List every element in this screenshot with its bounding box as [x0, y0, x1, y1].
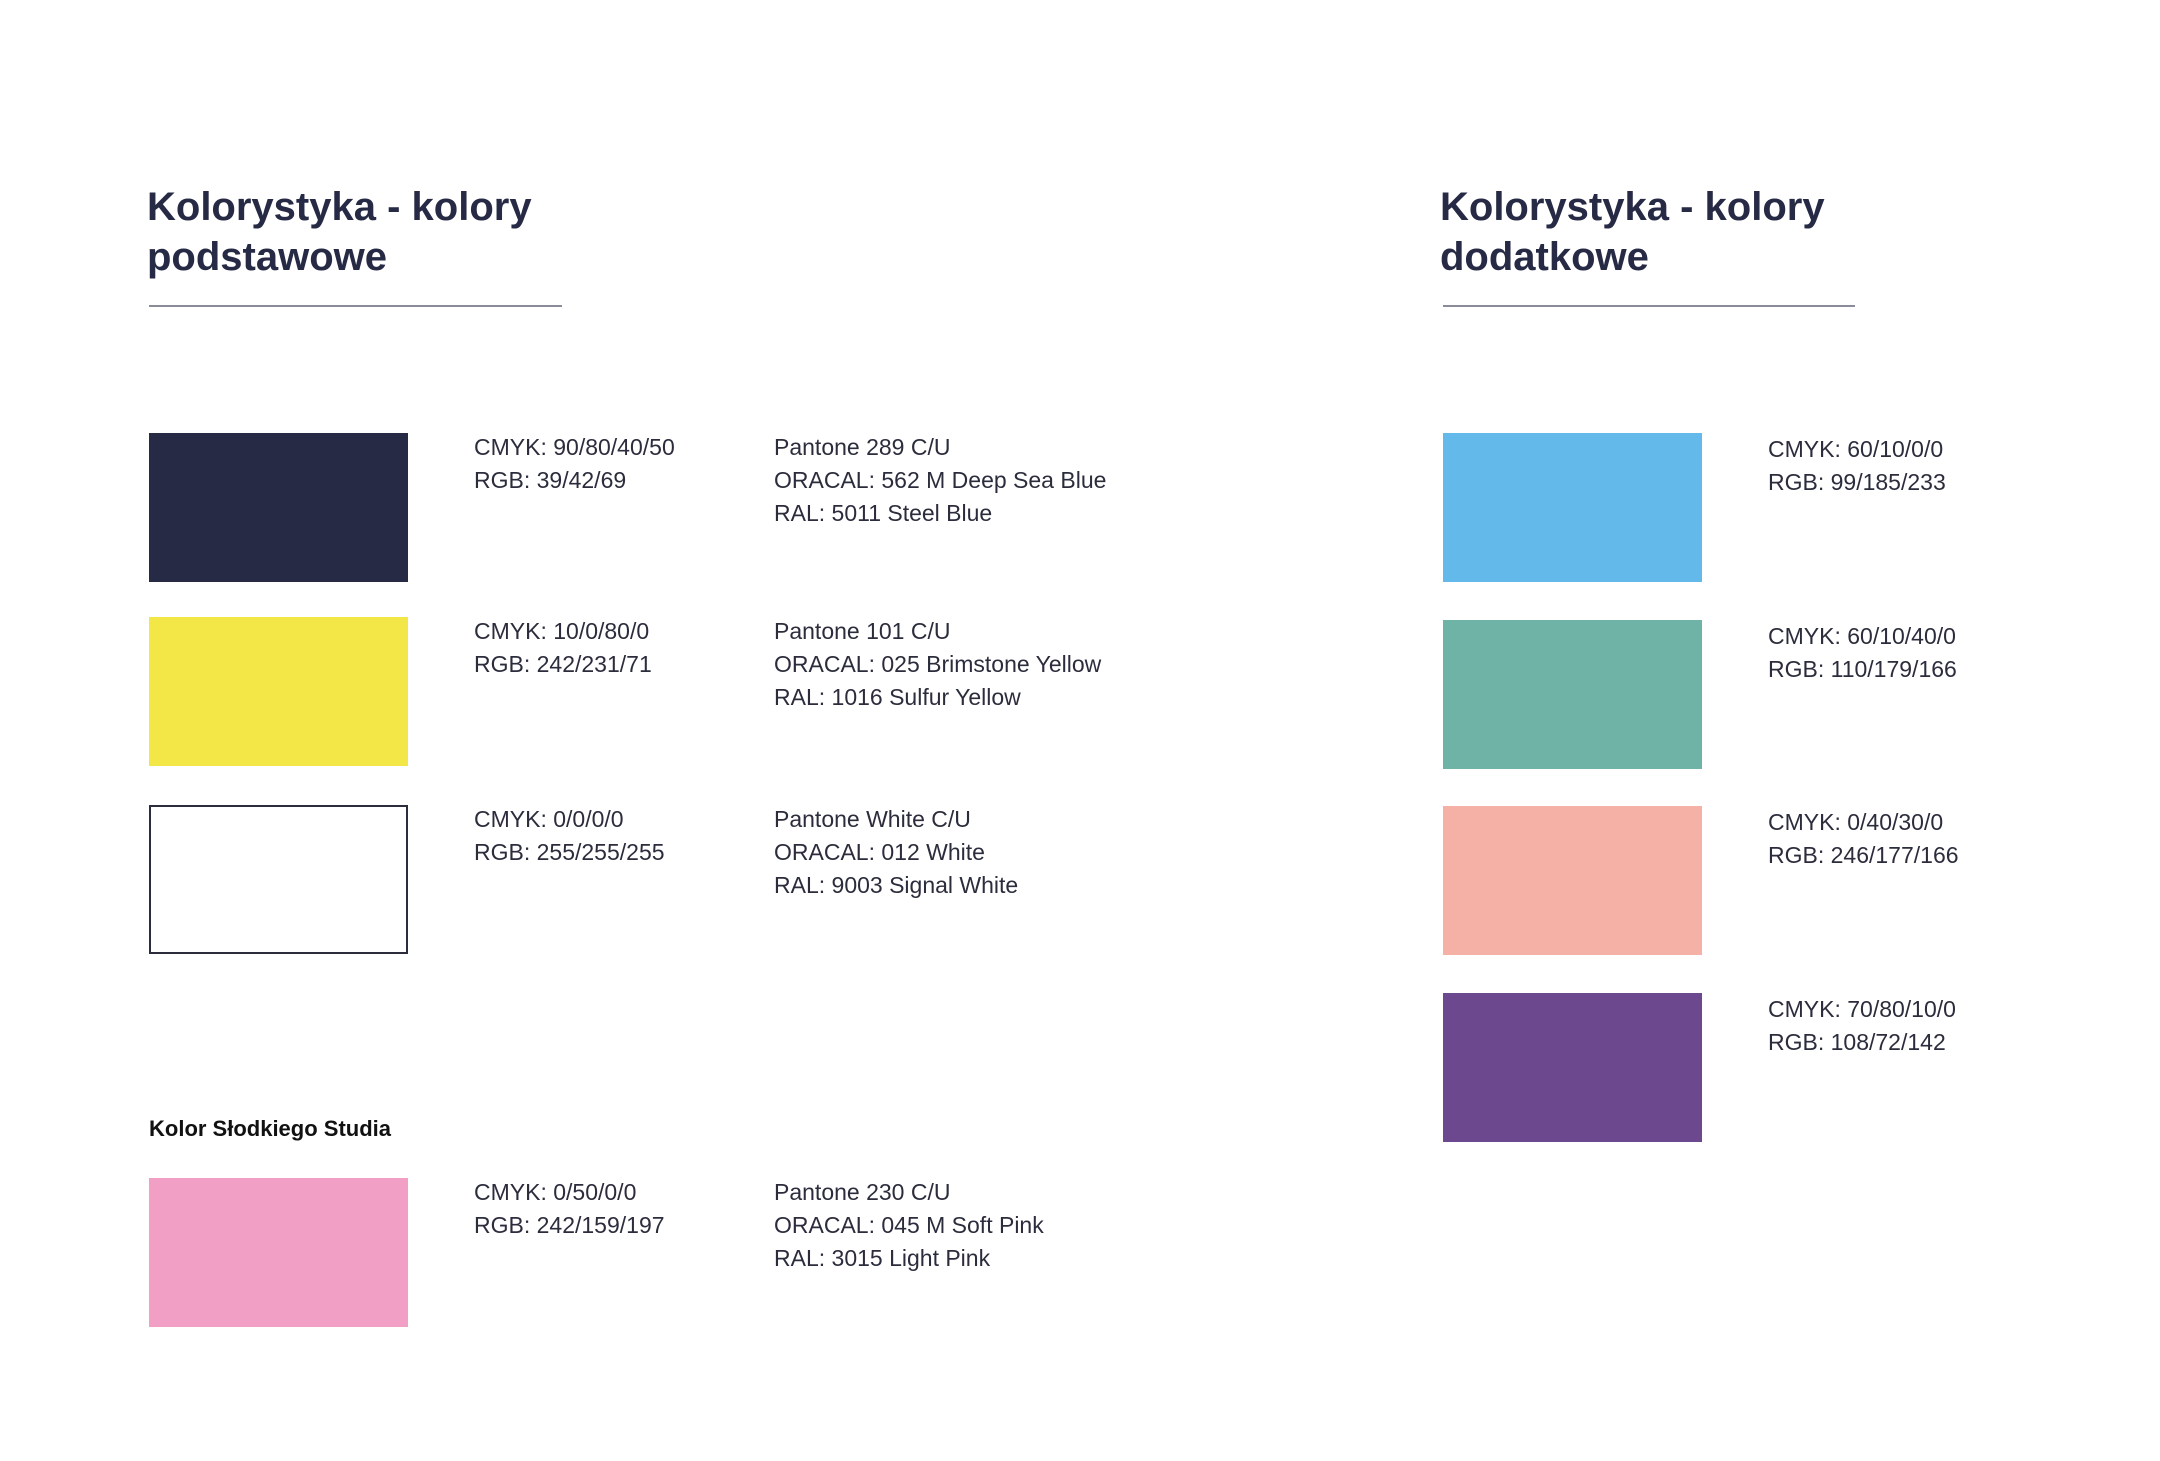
spec-line: RGB: 242/231/71: [474, 651, 652, 677]
color-swatch: [149, 617, 408, 766]
spec-line: RGB: 99/185/233: [1768, 469, 1946, 495]
color-spec: Pantone 289 C/U ORACAL: 562 M Deep Sea Bl…: [774, 431, 1106, 530]
spec-line: Pantone White C/U: [774, 806, 971, 832]
spec-line: CMYK: 60/10/40/0: [1768, 623, 1956, 649]
spec-line: RGB: 246/177/166: [1768, 842, 1959, 868]
spec-line: ORACAL: 045 M Soft Pink: [774, 1212, 1044, 1238]
spec-line: CMYK: 10/0/80/0: [474, 618, 650, 644]
spec-line: RGB: 255/255/255: [474, 839, 665, 865]
spec-line: ORACAL: 012 White: [774, 839, 985, 865]
spec-line: CMYK: 0/50/0/0: [474, 1179, 637, 1205]
spec-line: RGB: 242/159/197: [474, 1212, 665, 1238]
color-spec: Pantone White C/U ORACAL: 012 White RAL: 9…: [774, 803, 1018, 902]
color-spec: CMYK: 0/40/30/0 RGB: 246/177/166: [1768, 806, 1959, 872]
color-spec: CMYK: 60/10/0/0 RGB: 99/185/233: [1768, 433, 1946, 499]
color-swatch: [1443, 993, 1702, 1142]
spec-line: RGB: 39/42/69: [474, 467, 627, 493]
color-spec: Pantone 101 C/U ORACAL: 025 Brimstone Yel…: [774, 615, 1101, 714]
color-spec: CMYK: 0/50/0/0 RGB: 242/159/197: [474, 1176, 665, 1242]
spec-line: ORACAL: 562 M Deep Sea Blue: [774, 467, 1107, 493]
spec-line: RGB: 110/179/166: [1768, 656, 1957, 682]
spec-line: CMYK: 70/80/10/0: [1768, 996, 1956, 1022]
spec-line: CMYK: 90/80/40/50: [474, 434, 675, 460]
color-spec: Pantone 230 C/U ORACAL: 045 M Soft Pink RA…: [774, 1176, 1044, 1275]
subheading: Kolor Słodkiego Studia: [149, 1116, 392, 1141]
color-swatch: [1443, 433, 1702, 582]
spec-line: RAL: 3015 Light Pink: [774, 1245, 991, 1271]
spec-line: CMYK: 60/10/0/0: [1768, 436, 1944, 462]
spec-line: RGB: 108/72/142: [1768, 1029, 1946, 1055]
spec-line: RAL: 5011 Steel Blue: [774, 500, 993, 526]
color-swatch: [149, 1178, 408, 1327]
spec-line: ORACAL: 025 Brimstone Yellow: [774, 651, 1102, 677]
spec-line: RAL: 1016 Sulfur Yellow: [774, 684, 1021, 710]
spec-line: RAL: 9003 Signal White: [774, 872, 1019, 898]
section-title: Kolorystyka - kolory podstawowe: [147, 185, 532, 279]
color-spec: CMYK: 0/0/0/0 RGB: 255/255/255: [474, 803, 665, 869]
color-swatch: [1443, 620, 1702, 769]
divider: [149, 305, 562, 307]
spec-line: CMYK: 0/0/0/0: [474, 806, 624, 832]
divider: [1443, 305, 1855, 307]
color-swatch: [149, 433, 408, 582]
spec-line: CMYK: 0/40/30/0: [1768, 809, 1944, 835]
spec-line: Pantone 101 C/U: [774, 618, 951, 644]
color-swatch: [1443, 806, 1702, 955]
color-swatch: [149, 805, 408, 954]
color-spec: CMYK: 70/80/10/0 RGB: 108/72/142: [1768, 993, 1956, 1059]
spec-line: Pantone 230 C/U: [774, 1179, 951, 1205]
section-title: Kolorystyka - kolory dodatkowe: [1440, 185, 1825, 279]
color-spec: CMYK: 10/0/80/0 RGB: 242/231/71: [474, 615, 652, 681]
spec-line: Pantone 289 C/U: [774, 434, 951, 460]
color-spec: CMYK: 60/10/40/0 RGB: 110/179/166: [1768, 620, 1957, 686]
color-spec: CMYK: 90/80/40/50 RGB: 39/42/69: [474, 431, 675, 497]
